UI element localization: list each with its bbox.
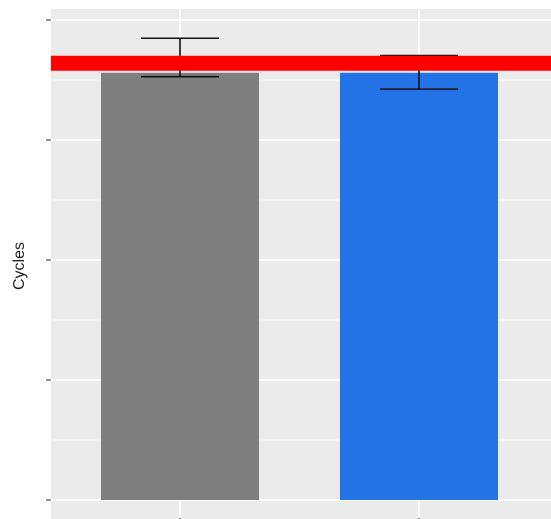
y-axis-ticks — [46, 19, 51, 501]
bar-1 — [101, 72, 259, 501]
y-axis-label: Cycles — [11, 242, 28, 290]
bars — [101, 72, 498, 501]
bar-2 — [340, 72, 498, 501]
